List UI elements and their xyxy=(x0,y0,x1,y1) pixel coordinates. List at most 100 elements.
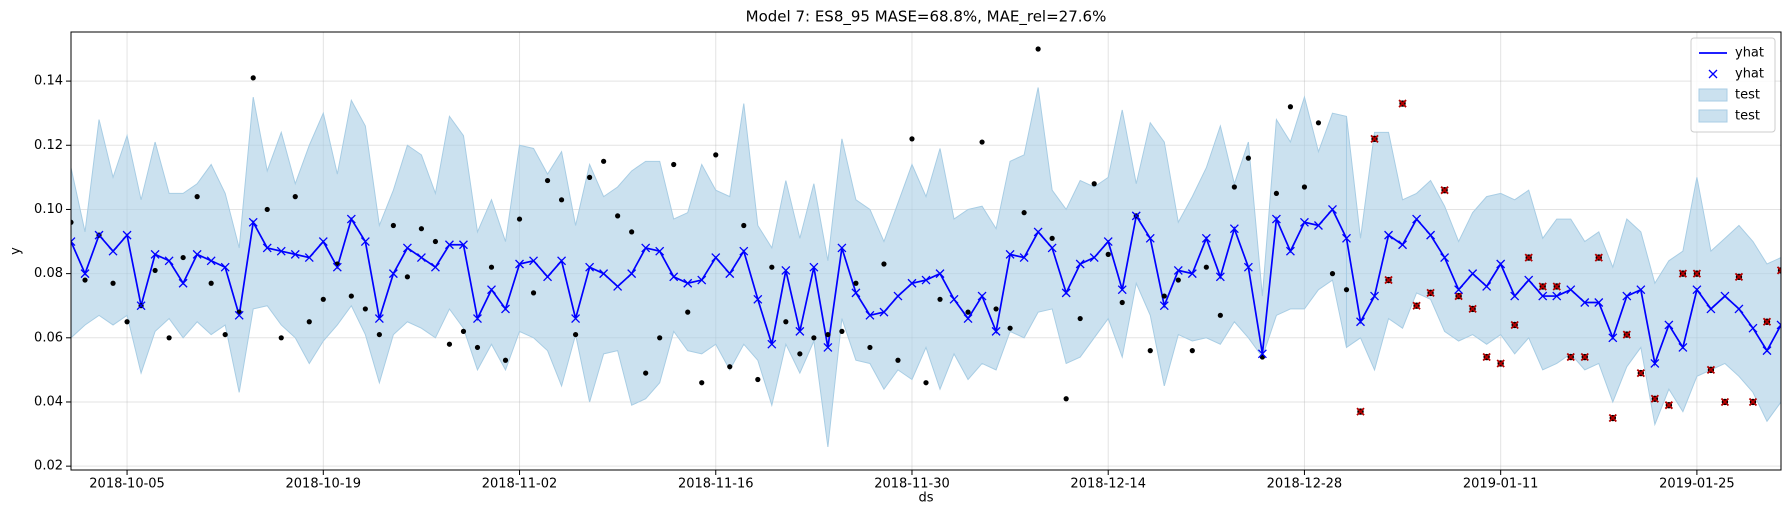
observed-point xyxy=(1007,325,1013,331)
observed-point xyxy=(432,238,439,245)
forecast-marker xyxy=(1454,285,1464,295)
observed-point xyxy=(530,290,537,296)
test-point-cross xyxy=(1664,401,1674,410)
legend-swatch xyxy=(1698,88,1728,102)
observed-point xyxy=(1091,181,1097,187)
observed-point xyxy=(572,331,579,338)
test-point-cross xyxy=(1608,413,1617,423)
test-point-cross xyxy=(1538,282,1547,291)
legend: yhat yhat test test xyxy=(1690,37,1776,133)
forecast-marker xyxy=(1201,233,1211,243)
legend-label: yhat xyxy=(1735,46,1764,61)
forecast-marker xyxy=(823,342,833,352)
observed-point xyxy=(348,293,354,299)
forecast-marker xyxy=(473,314,482,324)
forecast-marker xyxy=(1103,237,1113,246)
forecast-marker xyxy=(725,269,735,279)
forecast-marker xyxy=(1033,227,1043,237)
observed-point xyxy=(1189,348,1195,354)
forecast-marker xyxy=(851,288,861,298)
forecast-marker xyxy=(529,256,539,266)
test-point-cross xyxy=(1398,99,1407,108)
test-point-cross xyxy=(1594,253,1603,262)
observed-point xyxy=(923,380,929,386)
test-point-cross xyxy=(1636,368,1645,378)
observed-point xyxy=(755,376,761,383)
x-tick-label: 2018-11-30 xyxy=(874,477,950,492)
forecast-marker xyxy=(1061,288,1071,298)
forecast-marker xyxy=(1692,285,1702,295)
forecast-marker xyxy=(585,262,595,272)
observed-point xyxy=(390,222,396,229)
observed-point xyxy=(82,277,88,283)
forecast-marker xyxy=(346,214,356,224)
x-tick-label: 2018-10-19 xyxy=(286,477,362,492)
forecast-marker xyxy=(935,269,945,279)
forecast-marker xyxy=(1384,230,1393,240)
forecast-marker xyxy=(837,243,847,253)
observed-point xyxy=(71,219,74,225)
observed-point xyxy=(1217,312,1223,318)
forecast-marker xyxy=(1089,253,1099,263)
observed-point xyxy=(615,213,621,219)
test-point-cross xyxy=(1692,269,1702,278)
forecast-marker xyxy=(1650,359,1660,368)
observed-point xyxy=(839,328,845,334)
forecast-marker xyxy=(1047,243,1057,253)
observed-point xyxy=(685,309,691,315)
forecast-marker xyxy=(571,314,581,324)
forecast-marker xyxy=(795,326,805,336)
y-tick-label: 0.04 xyxy=(34,394,63,409)
test-point-cross xyxy=(1706,365,1716,375)
forecast-marker xyxy=(1019,253,1029,263)
observed-point xyxy=(671,161,677,168)
observed-point xyxy=(502,357,509,363)
forecast-marker xyxy=(1342,233,1351,243)
observed-point xyxy=(909,136,915,142)
forecast-marker xyxy=(767,339,777,349)
forecast-marker xyxy=(515,259,524,269)
forecast-marker xyxy=(1706,304,1716,314)
forecast-marker xyxy=(1314,221,1323,230)
observed-point xyxy=(558,197,565,203)
x-tick-label: 2018-10-05 xyxy=(89,477,165,492)
forecast-marker xyxy=(1271,214,1281,224)
forecast-marker xyxy=(1159,301,1169,311)
forecast-marker xyxy=(1664,320,1674,330)
legend-swatch xyxy=(1698,109,1728,123)
forecast-marker xyxy=(697,275,707,285)
forecast-marker xyxy=(430,262,440,272)
observed-point xyxy=(1119,299,1125,306)
forecast-marker xyxy=(178,278,188,288)
x-tick-label: 2019-01-25 xyxy=(1659,477,1735,492)
test-point-cross xyxy=(1412,301,1421,310)
forecast-marker xyxy=(1005,249,1015,259)
forecast-marker xyxy=(669,272,679,282)
observed-point xyxy=(460,328,467,334)
forecast-marker xyxy=(1594,298,1604,307)
test-point-cross xyxy=(1650,394,1659,403)
legend-label: test xyxy=(1735,109,1760,124)
y-tick-label: 0.06 xyxy=(34,330,63,345)
observed-point xyxy=(853,280,859,286)
test-point-cross xyxy=(1440,186,1449,195)
forecast-marker xyxy=(136,301,146,311)
plot-layer xyxy=(71,46,1781,447)
observed-point xyxy=(1301,184,1308,190)
observed-point xyxy=(488,264,495,270)
x-axis-label: ds xyxy=(918,491,933,506)
forecast-marker xyxy=(416,253,426,263)
observed-point xyxy=(194,194,200,200)
observed-point xyxy=(797,351,803,357)
forecast-marker xyxy=(1566,285,1576,295)
observed-point xyxy=(1287,104,1294,110)
observed-point xyxy=(993,306,999,312)
forecast-marker xyxy=(613,281,623,291)
observed-point xyxy=(1273,190,1280,197)
forecast-marker xyxy=(879,307,889,317)
forecast-marker xyxy=(290,249,300,259)
forecast-marker xyxy=(641,243,651,253)
legend-label: yhat xyxy=(1735,67,1764,82)
observed-point xyxy=(418,226,425,232)
